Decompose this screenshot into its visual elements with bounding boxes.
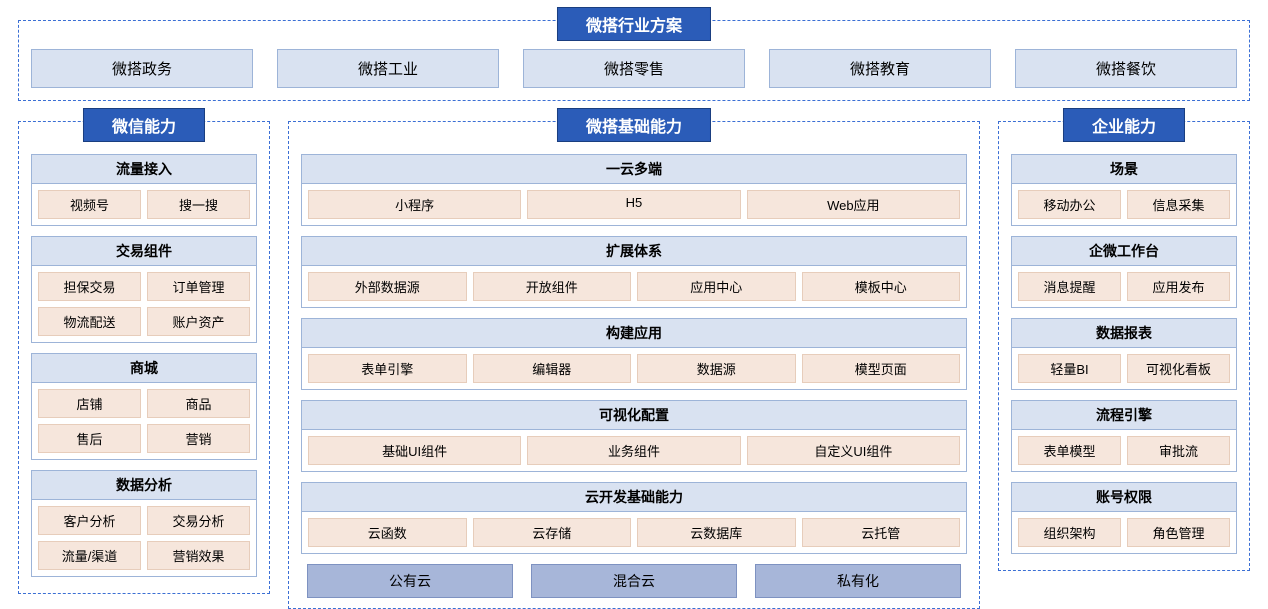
group-header: 流量接入 (32, 155, 256, 184)
capability-chip: 角色管理 (1127, 518, 1230, 547)
capability-group: 流程引擎表单模型审批流 (1011, 400, 1237, 472)
capability-chip: Web应用 (747, 190, 960, 219)
group-header: 流程引擎 (1012, 401, 1236, 430)
capability-group: 可视化配置基础UI组件业务组件自定义UI组件 (301, 400, 967, 472)
capability-chip: 营销 (147, 424, 250, 453)
capability-group: 场景移动办公信息采集 (1011, 154, 1237, 226)
group-body: 轻量BI可视化看板 (1012, 348, 1236, 389)
capability-group: 账号权限组织架构角色管理 (1011, 482, 1237, 554)
capability-chip: 营销效果 (147, 541, 250, 570)
industry-item: 微搭工业 (277, 49, 499, 88)
industry-item: 微搭零售 (523, 49, 745, 88)
capability-chip: 搜一搜 (147, 190, 250, 219)
group-header: 构建应用 (302, 319, 966, 348)
group-header: 企微工作台 (1012, 237, 1236, 266)
group-body: 移动办公信息采集 (1012, 184, 1236, 225)
capability-chip: 移动办公 (1018, 190, 1121, 219)
group-body: 外部数据源开放组件应用中心模板中心 (302, 266, 966, 307)
capability-group: 构建应用表单引擎编辑器数据源模型页面 (301, 318, 967, 390)
capability-chip: 信息采集 (1127, 190, 1230, 219)
capability-chip: 审批流 (1127, 436, 1230, 465)
group-header: 数据分析 (32, 471, 256, 500)
capability-chip: 应用发布 (1127, 272, 1230, 301)
capability-group: 商城店铺商品售后营销 (31, 353, 257, 460)
capability-group: 一云多端小程序H5Web应用 (301, 154, 967, 226)
capability-group: 云开发基础能力云函数云存储云数据库云托管 (301, 482, 967, 554)
capability-group: 交易组件担保交易订单管理物流配送账户资产 (31, 236, 257, 343)
industry-item: 微搭政务 (31, 49, 253, 88)
capability-chip: 轻量BI (1018, 354, 1121, 383)
capability-group: 扩展体系外部数据源开放组件应用中心模板中心 (301, 236, 967, 308)
capability-chip: 表单模型 (1018, 436, 1121, 465)
group-header: 场景 (1012, 155, 1236, 184)
enterprise-capabilities-title: 企业能力 (1063, 108, 1185, 142)
capability-chip: 消息提醒 (1018, 272, 1121, 301)
group-header: 交易组件 (32, 237, 256, 266)
capability-chip: 云存储 (473, 518, 632, 547)
group-body: 基础UI组件业务组件自定义UI组件 (302, 430, 966, 471)
capability-chip: 云托管 (802, 518, 961, 547)
group-body: 消息提醒应用发布 (1012, 266, 1236, 307)
capability-chip: 可视化看板 (1127, 354, 1230, 383)
group-body: 组织架构角色管理 (1012, 512, 1236, 553)
capability-chip: 开放组件 (473, 272, 632, 301)
group-header: 账号权限 (1012, 483, 1236, 512)
capability-chip: 模型页面 (802, 354, 961, 383)
capability-chip: 账户资产 (147, 307, 250, 336)
group-body: 客户分析交易分析流量/渠道营销效果 (32, 500, 256, 576)
capability-chip: 自定义UI组件 (747, 436, 960, 465)
capability-chip: 表单引擎 (308, 354, 467, 383)
group-header: 云开发基础能力 (302, 483, 966, 512)
group-body: 担保交易订单管理物流配送账户资产 (32, 266, 256, 342)
capability-chip: 云数据库 (637, 518, 796, 547)
capability-chip: 编辑器 (473, 354, 632, 383)
group-body: 店铺商品售后营销 (32, 383, 256, 459)
weda-base-capabilities-title: 微搭基础能力 (557, 108, 711, 142)
group-body: 表单引擎编辑器数据源模型页面 (302, 348, 966, 389)
wechat-capabilities-title: 微信能力 (83, 108, 205, 142)
capability-chip: 商品 (147, 389, 250, 418)
group-body: 小程序H5Web应用 (302, 184, 966, 225)
capability-chip: 物流配送 (38, 307, 141, 336)
group-body: 视频号搜一搜 (32, 184, 256, 225)
industry-solutions-row: 微搭政务微搭工业微搭零售微搭教育微搭餐饮 (31, 49, 1237, 88)
capability-chip: 基础UI组件 (308, 436, 521, 465)
capability-chip: 客户分析 (38, 506, 141, 535)
capability-chip: H5 (527, 190, 740, 219)
capability-chip: 云函数 (308, 518, 467, 547)
weda-base-capabilities-panel: 微搭基础能力 一云多端小程序H5Web应用扩展体系外部数据源开放组件应用中心模板… (288, 121, 980, 609)
capability-chip: 交易分析 (147, 506, 250, 535)
industry-item: 微搭餐饮 (1015, 49, 1237, 88)
capability-chip: 店铺 (38, 389, 141, 418)
group-header: 数据报表 (1012, 319, 1236, 348)
capability-group: 数据报表轻量BI可视化看板 (1011, 318, 1237, 390)
group-body: 表单模型审批流 (1012, 430, 1236, 471)
group-header: 可视化配置 (302, 401, 966, 430)
capability-group: 数据分析客户分析交易分析流量/渠道营销效果 (31, 470, 257, 577)
capability-group: 流量接入视频号搜一搜 (31, 154, 257, 226)
industry-solutions-title: 微搭行业方案 (557, 7, 711, 41)
group-header: 商城 (32, 354, 256, 383)
industry-item: 微搭教育 (769, 49, 991, 88)
capability-chip: 小程序 (308, 190, 521, 219)
group-header: 扩展体系 (302, 237, 966, 266)
capability-chip: 外部数据源 (308, 272, 467, 301)
capability-chip: 数据源 (637, 354, 796, 383)
enterprise-capabilities-panel: 企业能力 场景移动办公信息采集企微工作台消息提醒应用发布数据报表轻量BI可视化看… (998, 121, 1250, 571)
capability-chip: 组织架构 (1018, 518, 1121, 547)
capability-chip: 订单管理 (147, 272, 250, 301)
capability-chip: 售后 (38, 424, 141, 453)
wechat-capabilities-panel: 微信能力 流量接入视频号搜一搜交易组件担保交易订单管理物流配送账户资产商城店铺商… (18, 121, 270, 594)
capability-chip: 流量/渠道 (38, 541, 141, 570)
industry-solutions-panel: 微搭行业方案 微搭政务微搭工业微搭零售微搭教育微搭餐饮 (18, 20, 1250, 101)
capability-chip: 应用中心 (637, 272, 796, 301)
capability-chip: 模板中心 (802, 272, 961, 301)
capability-chip: 业务组件 (527, 436, 740, 465)
capability-group: 企微工作台消息提醒应用发布 (1011, 236, 1237, 308)
capability-chip: 视频号 (38, 190, 141, 219)
deployment-row: 公有云混合云私有化 (301, 564, 967, 602)
group-body: 云函数云存储云数据库云托管 (302, 512, 966, 553)
capability-chip: 担保交易 (38, 272, 141, 301)
group-header: 一云多端 (302, 155, 966, 184)
